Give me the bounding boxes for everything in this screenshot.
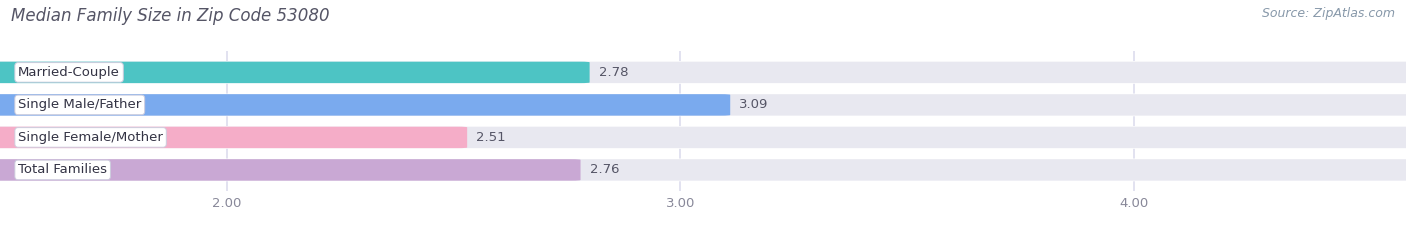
FancyBboxPatch shape <box>0 159 1406 181</box>
FancyBboxPatch shape <box>0 159 581 181</box>
Text: 2.78: 2.78 <box>599 66 628 79</box>
FancyBboxPatch shape <box>0 62 1406 83</box>
Text: Single Male/Father: Single Male/Father <box>18 98 142 111</box>
FancyBboxPatch shape <box>0 158 1406 181</box>
FancyBboxPatch shape <box>0 94 1406 116</box>
FancyBboxPatch shape <box>0 127 467 148</box>
Text: 2.51: 2.51 <box>477 131 506 144</box>
Text: 3.09: 3.09 <box>740 98 769 111</box>
FancyBboxPatch shape <box>0 126 1406 149</box>
Text: Single Female/Mother: Single Female/Mother <box>18 131 163 144</box>
Text: Source: ZipAtlas.com: Source: ZipAtlas.com <box>1261 7 1395 20</box>
FancyBboxPatch shape <box>0 127 1406 148</box>
Text: Total Families: Total Families <box>18 163 107 176</box>
FancyBboxPatch shape <box>0 61 1406 84</box>
Text: Married-Couple: Married-Couple <box>18 66 120 79</box>
FancyBboxPatch shape <box>0 62 589 83</box>
Text: 2.76: 2.76 <box>589 163 619 176</box>
FancyBboxPatch shape <box>0 94 730 116</box>
Text: Median Family Size in Zip Code 53080: Median Family Size in Zip Code 53080 <box>11 7 330 25</box>
FancyBboxPatch shape <box>0 93 1406 116</box>
